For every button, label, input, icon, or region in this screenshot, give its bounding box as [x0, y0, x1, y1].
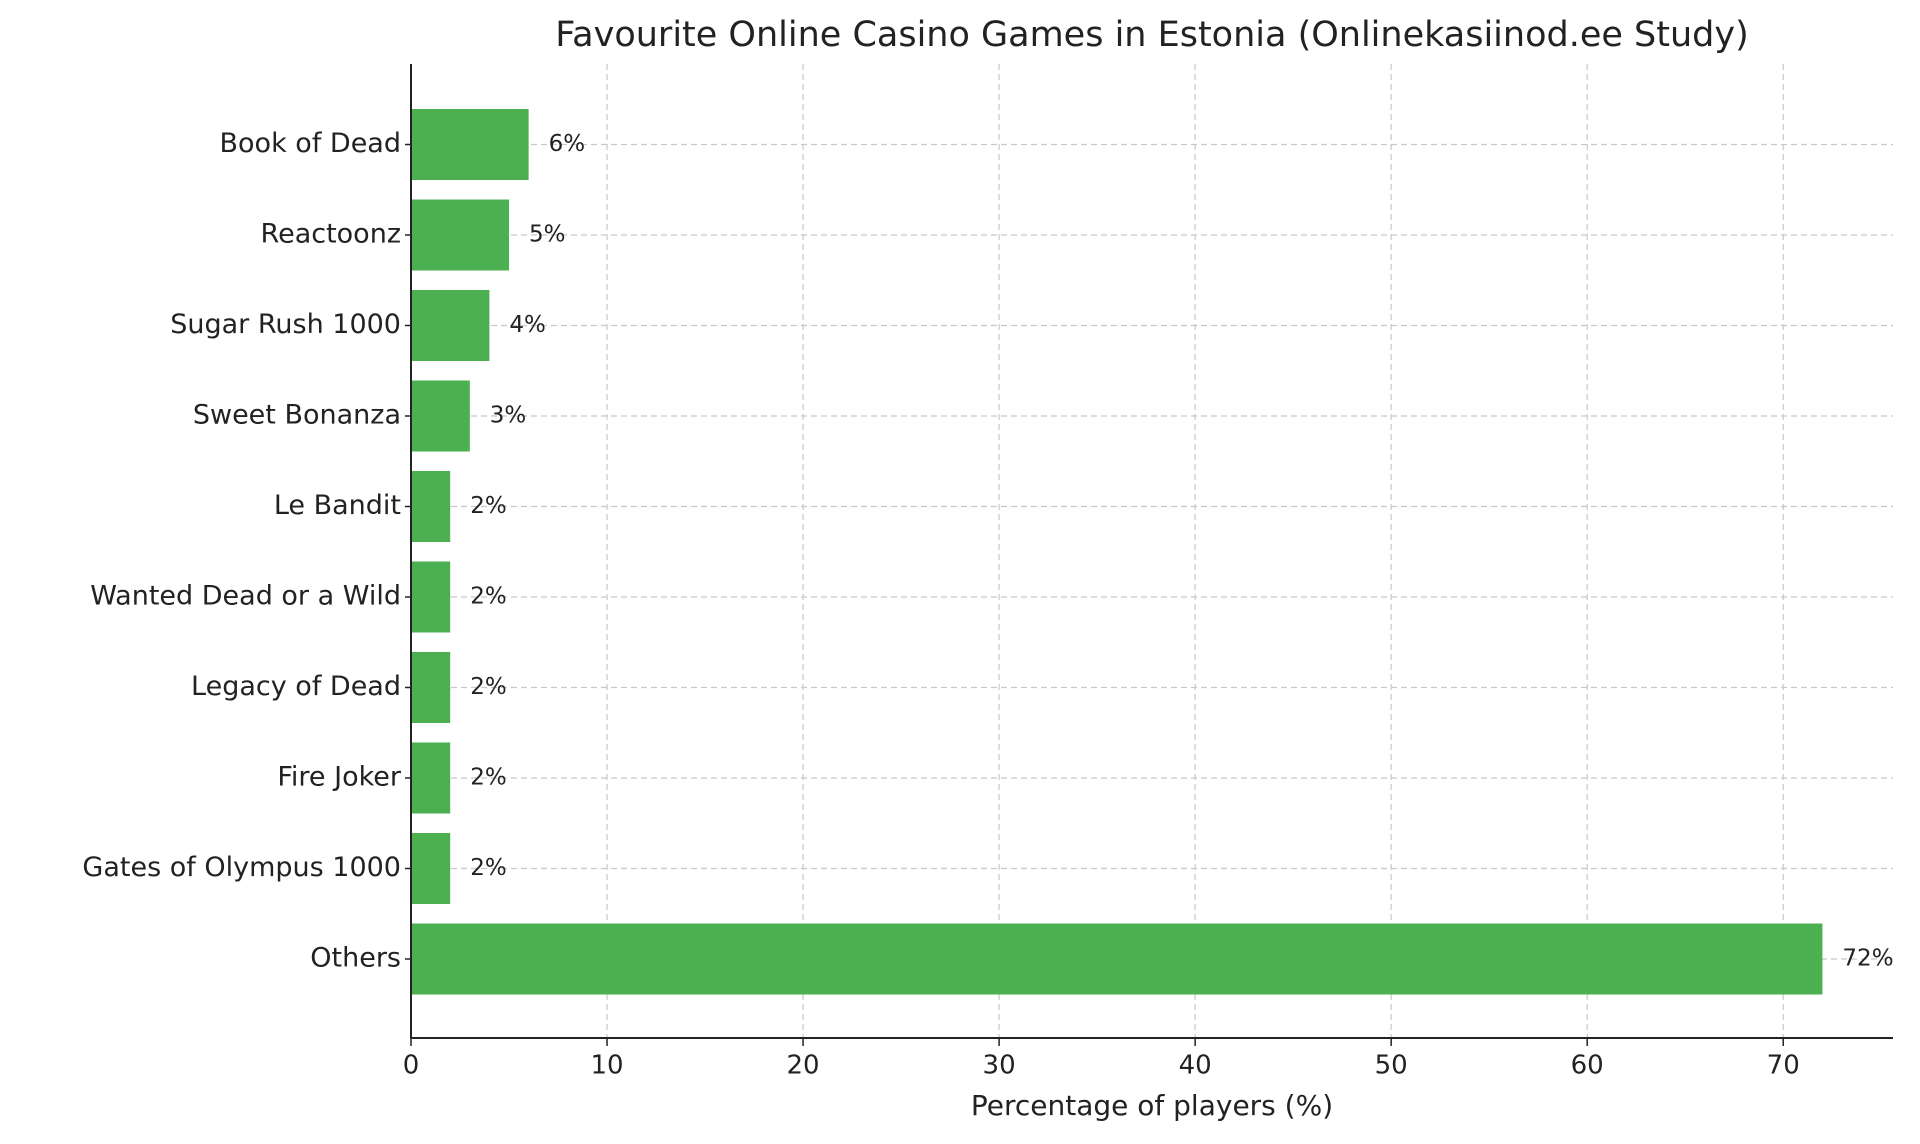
- bar: [411, 742, 451, 814]
- y-tick-label: Others: [310, 943, 401, 974]
- bar: [411, 109, 529, 180]
- bar: [411, 833, 451, 904]
- value-label: 2%: [470, 674, 507, 700]
- bar: [411, 380, 470, 452]
- x-tick-label: 30: [983, 1051, 1016, 1081]
- x-tick-label: 0: [403, 1051, 420, 1081]
- y-tick-label: Wanted Dead or a Wild: [90, 581, 401, 612]
- bar: [411, 561, 451, 633]
- x-tick-label: 40: [1179, 1051, 1212, 1081]
- y-tick-label: Sweet Bonanza: [193, 400, 401, 431]
- chart-title: Favourite Online Casino Games in Estonia…: [555, 15, 1749, 55]
- value-label: 6%: [549, 131, 586, 157]
- bar: [411, 652, 451, 723]
- x-axis-label: Percentage of players (%): [971, 1089, 1333, 1122]
- value-label: 2%: [470, 584, 507, 610]
- y-tick-label: Le Bandit: [274, 490, 401, 521]
- value-label: 3%: [490, 403, 527, 429]
- y-tick-label: Book of Dead: [220, 128, 401, 159]
- value-label: 4%: [509, 312, 546, 338]
- bar: [411, 471, 451, 542]
- x-tick-label: 50: [1375, 1051, 1408, 1081]
- x-tick-label: 20: [787, 1051, 820, 1081]
- y-tick-label: Gates of Olympus 1000: [82, 852, 401, 883]
- y-tick-label: Reactoonz: [261, 219, 401, 250]
- value-label: 72%: [1842, 946, 1893, 972]
- y-tick-label: Sugar Rush 1000: [170, 309, 401, 340]
- x-tick-label: 10: [590, 1051, 623, 1081]
- value-label: 5%: [529, 222, 566, 248]
- value-label: 2%: [470, 765, 507, 791]
- bar: [411, 199, 510, 271]
- bar: [411, 290, 490, 361]
- y-tick-label: Legacy of Dead: [191, 671, 401, 702]
- value-label: 2%: [470, 493, 507, 519]
- x-tick-label: 60: [1571, 1051, 1604, 1081]
- value-label: 2%: [470, 855, 507, 881]
- y-tick-label: Fire Joker: [277, 762, 402, 793]
- bar: [411, 923, 1823, 995]
- x-tick-label: 70: [1767, 1051, 1800, 1081]
